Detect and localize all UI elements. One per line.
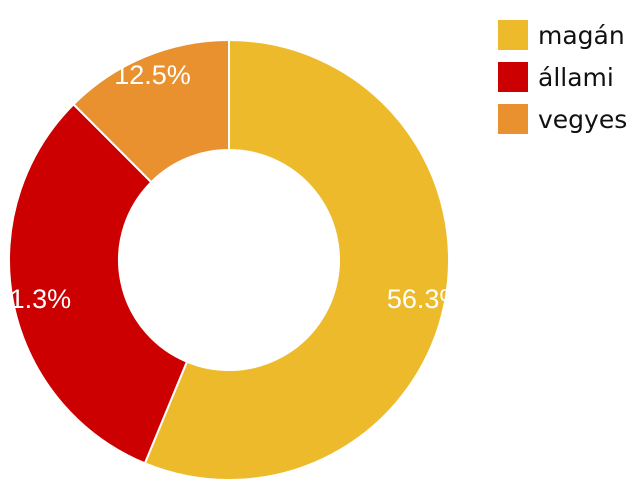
slice-magan[interactable] (143, 38, 451, 481)
data-label-magan: 56.3% (387, 284, 464, 314)
data-label-vegyes: 12.5% (114, 60, 191, 90)
legend-swatch-magan (498, 20, 528, 50)
legend-label-vegyes: vegyes (538, 104, 628, 134)
legend-label-allami: állami (538, 62, 614, 92)
legend: magán állami vegyes (498, 14, 627, 140)
legend-item-allami[interactable]: állami (498, 56, 627, 98)
slice-allami[interactable] (8, 102, 189, 465)
legend-swatch-allami (498, 62, 528, 92)
legend-swatch-vegyes (498, 104, 528, 134)
legend-label-magan: magán (538, 20, 625, 50)
data-label-allami: 31.3% (0, 284, 71, 314)
legend-item-magan[interactable]: magán (498, 14, 627, 56)
legend-item-vegyes[interactable]: vegyes (498, 98, 627, 140)
slice-vegyes[interactable] (72, 38, 230, 184)
